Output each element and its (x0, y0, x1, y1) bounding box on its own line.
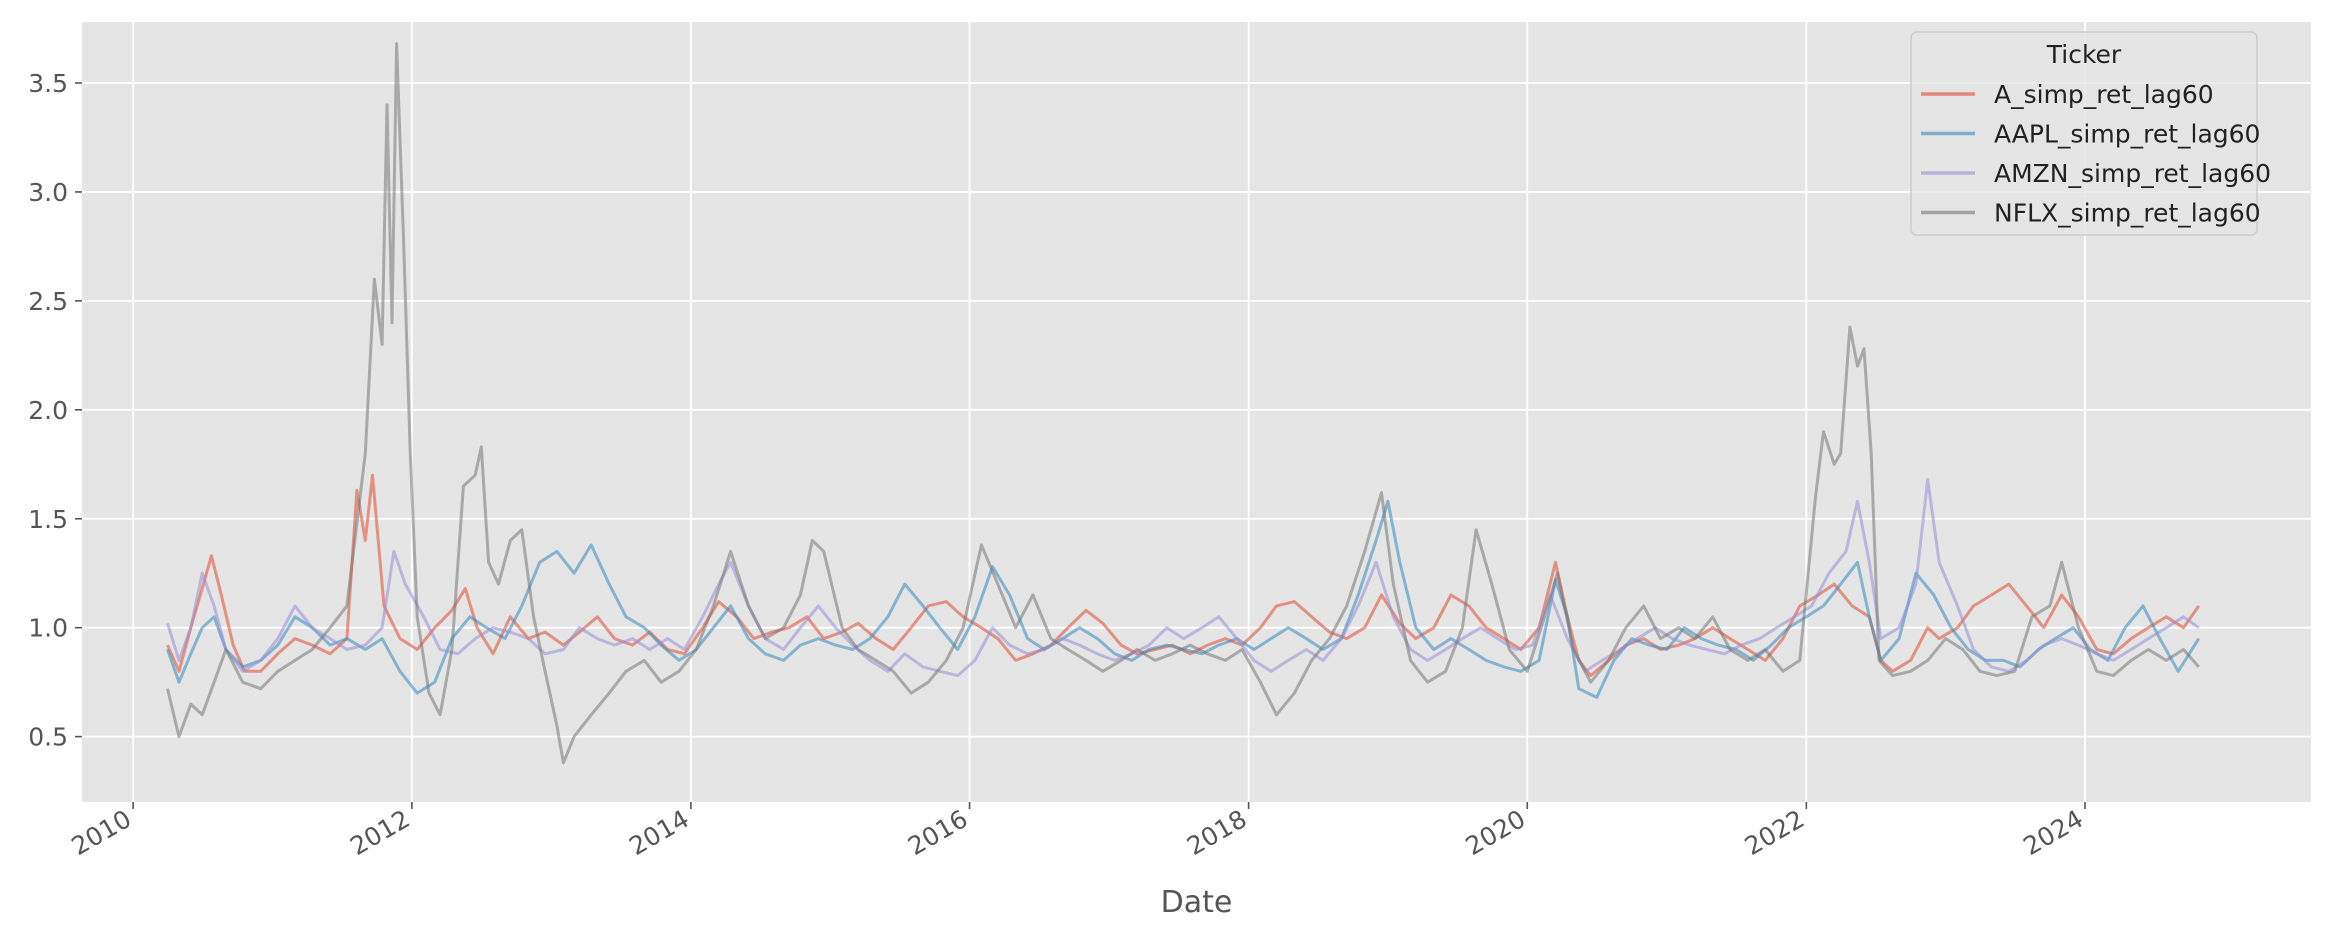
y-axis: 0.5 1.0 1.5 2.0 2.5 3.0 3.5 (28, 69, 82, 752)
x-tick-label: 2014 (624, 804, 694, 861)
x-tick-label: 2016 (903, 804, 973, 861)
y-tick-label: 3.5 (28, 69, 68, 98)
x-tick-label: 2024 (2018, 804, 2088, 861)
legend-items: A_simp_ret_lag60 AAPL_simp_ret_lag60 AMZN_… (1921, 80, 2271, 228)
y-tick-label: 3.0 (28, 178, 68, 207)
x-tick-label: 2022 (1740, 804, 1810, 861)
grid-lines (82, 22, 2311, 802)
legend-label: A_simp_ret_lag60 (1994, 80, 2214, 109)
x-tick-label: 2020 (1461, 804, 1531, 861)
y-tick-label: 0.5 (28, 723, 68, 752)
series-line-3 (166, 42, 2200, 765)
y-tick-label: 1.0 (28, 614, 68, 643)
legend-label: AMZN_simp_ret_lag60 (1994, 159, 2271, 188)
legend-box (1910, 31, 2258, 236)
y-tick-label: 2.5 (28, 287, 68, 316)
y-tick-label: 2.0 (28, 396, 68, 425)
series-line-2 (166, 478, 2200, 678)
legend-label: AAPL_simp_ret_lag60 (1994, 120, 2260, 149)
legend: Ticker A_simp_ret_lag60 AAPL_simp_ret_lag… (1910, 31, 2271, 236)
series-layer (166, 42, 2201, 765)
x-tick-label: 2018 (1182, 804, 1252, 861)
x-axis: 2010 2012 2014 2016 2018 2020 2022 2024 (67, 802, 2088, 861)
legend-title: Ticker (2046, 40, 2122, 69)
x-axis-title: Date (1161, 885, 1233, 920)
x-tick-label: 2010 (67, 804, 137, 861)
legend-label: NFLX_simp_ret_lag60 (1994, 199, 2261, 228)
x-tick-label: 2012 (345, 804, 415, 861)
y-tick-label: 1.5 (28, 505, 68, 534)
